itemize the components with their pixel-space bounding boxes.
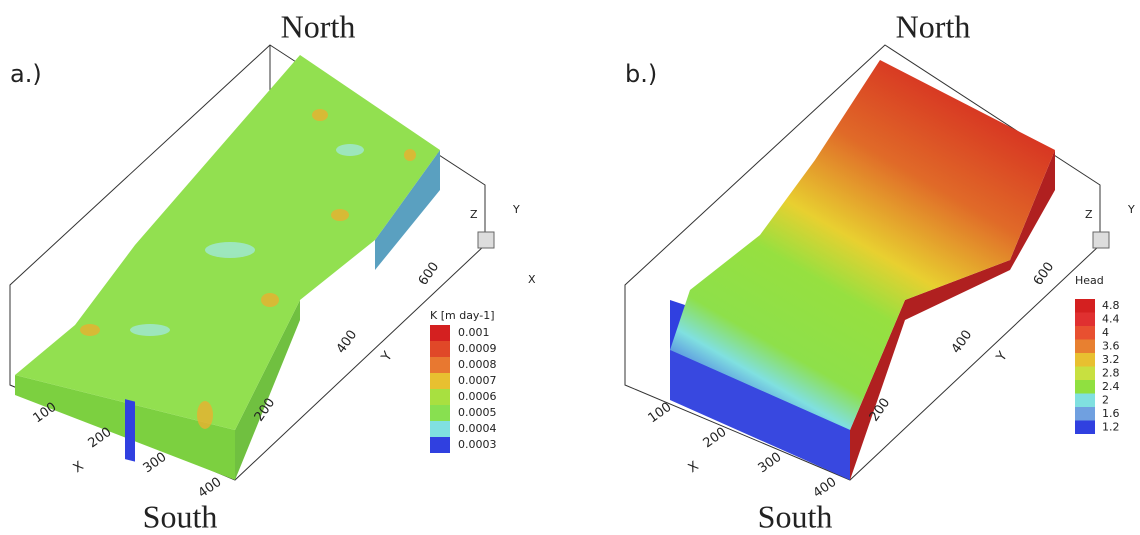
legend-swatch (1075, 393, 1095, 407)
axis-y-label: Y (993, 349, 1010, 365)
legend-label: 0.0006 (458, 390, 497, 403)
legend-swatch (430, 373, 450, 389)
axis-x-label: X (686, 459, 702, 476)
triad-label: Y (512, 203, 520, 216)
triad-label: Y (1127, 203, 1135, 216)
legend-swatch (1075, 339, 1095, 353)
y-tick-label: 400 (949, 328, 976, 357)
x-tick-label: 300 (141, 450, 170, 477)
x-tick-label: 400 (196, 475, 225, 502)
legend-swatch (430, 437, 450, 453)
south-label: South (143, 498, 218, 534)
legend-swatch (1075, 326, 1095, 340)
y-tick-label: 600 (1031, 260, 1058, 289)
legend-swatch (430, 357, 450, 373)
axis-x-label: X (71, 459, 87, 476)
legend-label: 2.8 (1102, 366, 1120, 379)
legend-label: 0.001 (458, 326, 490, 339)
legend-swatch (1075, 420, 1095, 434)
legend-label: 3.2 (1102, 353, 1120, 366)
legend-label: 1.2 (1102, 420, 1120, 433)
legend-label: 0.0005 (458, 406, 497, 419)
south-label: South (758, 498, 833, 534)
triad-label: X (528, 273, 536, 286)
legend-label: 4.4 (1102, 312, 1120, 325)
legend-swatch (430, 421, 450, 437)
legend-swatch (1075, 353, 1095, 367)
legend-label: 2 (1102, 393, 1109, 406)
legend-swatch (1075, 380, 1095, 394)
legend-swatch (1075, 299, 1095, 313)
y-tick-label: 600 (416, 260, 443, 289)
north-label: North (281, 8, 356, 44)
legend-swatch (430, 341, 450, 357)
legend-title: Head (1075, 274, 1104, 287)
legend-label: 0.0007 (458, 374, 497, 387)
triad-label: Z (470, 208, 478, 221)
x-tick-label: 200 (701, 425, 730, 452)
x-tick-label: 300 (756, 450, 785, 477)
legend-title: K [m day-1] (430, 309, 495, 322)
legend-label: 0.0004 (458, 422, 497, 435)
x-tick-label: 400 (811, 475, 840, 502)
legend-label: 0.0009 (458, 342, 497, 355)
legend-swatch (430, 325, 450, 341)
panel-b-render (624, 44, 1110, 481)
legend-swatch (1075, 366, 1095, 380)
legend-label: 2.4 (1102, 380, 1120, 393)
legend-label: 1.6 (1102, 407, 1120, 420)
panel-label: a.) (10, 60, 42, 88)
legend-swatch (430, 389, 450, 405)
legend-label: 3.6 (1102, 339, 1120, 352)
y-tick-label: 400 (334, 328, 361, 357)
legend-label: 4.8 (1102, 299, 1120, 312)
north-label: North (896, 8, 971, 44)
panel-label: b.) (625, 60, 657, 88)
legend-swatch (1075, 407, 1095, 421)
legend-swatch (1075, 312, 1095, 326)
triad-label: Z (1085, 208, 1093, 221)
legend-label: 0.0003 (458, 438, 497, 451)
axis-y-label: Y (378, 349, 395, 365)
panel-a-render (9, 44, 495, 481)
legend-label: 0.0008 (458, 358, 497, 371)
legend-label: 4 (1102, 326, 1109, 339)
legend-swatch (430, 405, 450, 421)
